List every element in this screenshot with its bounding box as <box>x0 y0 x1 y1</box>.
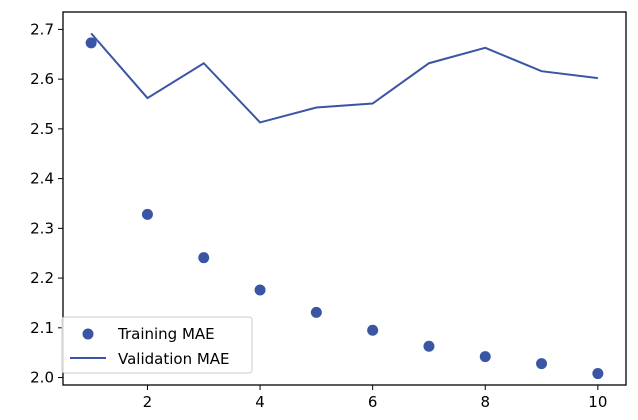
training-mae-point <box>85 37 97 49</box>
x-tick-label: 8 <box>480 393 490 411</box>
y-tick-label: 2.7 <box>30 20 54 38</box>
y-tick-label: 2.6 <box>30 70 54 88</box>
training-mae-point <box>536 358 548 370</box>
x-tick-label: 10 <box>588 393 607 411</box>
legend-label-training: Training MAE <box>117 325 215 343</box>
training-mae-point <box>423 340 435 352</box>
training-mae-point <box>310 306 322 318</box>
legend-marker-training <box>82 328 94 340</box>
series-layer <box>85 32 604 380</box>
legend: Training MAE Validation MAE <box>61 316 253 374</box>
training-mae-point <box>198 252 210 264</box>
y-tick-label: 2.4 <box>30 170 54 188</box>
plot-frame <box>62 11 627 386</box>
legend-label-validation: Validation MAE <box>118 350 230 368</box>
training-mae-point <box>479 351 491 363</box>
x-axis: 2 4 6 8 10 <box>143 385 607 411</box>
y-tick-label: 2.5 <box>30 120 54 138</box>
x-tick-label: 4 <box>255 393 265 411</box>
training-mae-point <box>367 324 379 336</box>
y-tick-label: 2.0 <box>30 369 54 387</box>
legend-box <box>61 316 253 374</box>
x-tick-label: 6 <box>368 393 378 411</box>
training-mae-point <box>254 284 266 296</box>
y-tick-label: 2.2 <box>30 269 54 287</box>
validation-mae-line <box>90 32 598 124</box>
y-axis: 2.0 2.1 2.2 2.3 2.4 2.5 2.6 2.7 <box>30 20 63 387</box>
y-tick-label: 2.3 <box>30 219 54 237</box>
x-tick-label: 2 <box>143 393 153 411</box>
training-mae-point <box>592 368 604 380</box>
y-tick-label: 2.1 <box>30 319 54 337</box>
training-mae-point <box>141 208 153 220</box>
